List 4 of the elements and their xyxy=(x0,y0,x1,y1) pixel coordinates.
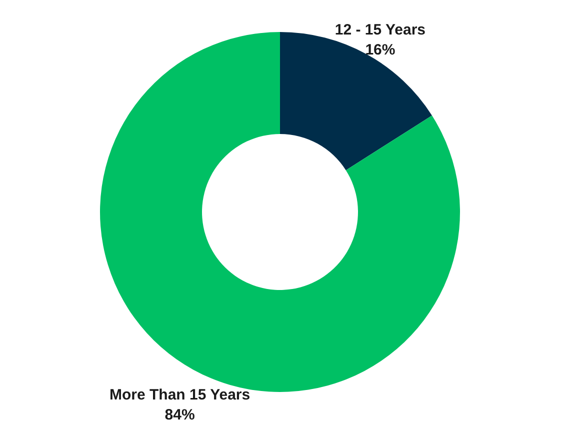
data-label: 84% xyxy=(164,406,195,424)
slice-label: 12 - 15 Years xyxy=(334,22,426,39)
slice-label: More Than 15 Years xyxy=(109,386,250,404)
data-label: 16% xyxy=(365,42,396,59)
